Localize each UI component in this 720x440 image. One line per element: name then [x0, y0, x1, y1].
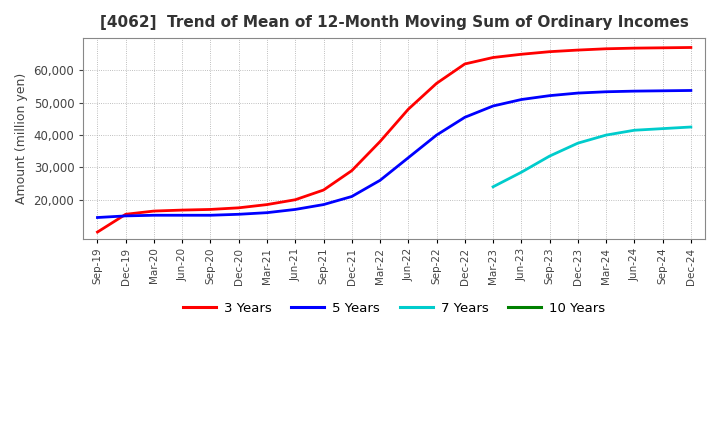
Legend: 3 Years, 5 Years, 7 Years, 10 Years: 3 Years, 5 Years, 7 Years, 10 Years — [178, 297, 611, 320]
7 Years — [687, 125, 696, 130]
3 Years — [206, 207, 215, 212]
5 Years — [461, 115, 469, 120]
5 Years — [404, 155, 413, 160]
3 Years — [348, 168, 356, 173]
3 Years — [602, 46, 611, 51]
Y-axis label: Amount (million yen): Amount (million yen) — [15, 73, 28, 204]
7 Years — [602, 132, 611, 138]
Title: [4062]  Trend of Mean of 12-Month Moving Sum of Ordinary Incomes: [4062] Trend of Mean of 12-Month Moving … — [100, 15, 688, 30]
5 Years — [545, 93, 554, 98]
5 Years — [517, 97, 526, 102]
3 Years — [122, 212, 130, 217]
3 Years — [404, 106, 413, 112]
Line: 7 Years: 7 Years — [493, 127, 691, 187]
3 Years — [376, 139, 384, 144]
7 Years — [517, 169, 526, 175]
3 Years — [432, 81, 441, 86]
5 Years — [93, 215, 102, 220]
5 Years — [630, 88, 639, 94]
3 Years — [545, 49, 554, 54]
5 Years — [658, 88, 667, 93]
5 Years — [178, 213, 186, 218]
5 Years — [291, 207, 300, 212]
3 Years — [687, 45, 696, 50]
3 Years — [517, 51, 526, 57]
3 Years — [263, 202, 271, 207]
5 Years — [122, 213, 130, 219]
5 Years — [376, 178, 384, 183]
5 Years — [348, 194, 356, 199]
3 Years — [574, 48, 582, 53]
7 Years — [545, 154, 554, 159]
3 Years — [319, 187, 328, 193]
7 Years — [574, 140, 582, 146]
3 Years — [630, 45, 639, 51]
3 Years — [461, 61, 469, 66]
3 Years — [658, 45, 667, 51]
7 Years — [489, 184, 498, 190]
3 Years — [235, 205, 243, 210]
5 Years — [432, 132, 441, 138]
3 Years — [489, 55, 498, 60]
5 Years — [206, 213, 215, 218]
5 Years — [235, 212, 243, 217]
5 Years — [602, 89, 611, 95]
5 Years — [150, 213, 158, 218]
5 Years — [263, 210, 271, 215]
5 Years — [319, 202, 328, 207]
3 Years — [291, 197, 300, 202]
3 Years — [150, 209, 158, 214]
3 Years — [178, 207, 186, 213]
7 Years — [658, 126, 667, 131]
3 Years — [93, 229, 102, 235]
5 Years — [574, 91, 582, 96]
5 Years — [687, 88, 696, 93]
7 Years — [630, 128, 639, 133]
Line: 3 Years: 3 Years — [97, 48, 691, 232]
5 Years — [489, 103, 498, 109]
Line: 5 Years: 5 Years — [97, 91, 691, 217]
